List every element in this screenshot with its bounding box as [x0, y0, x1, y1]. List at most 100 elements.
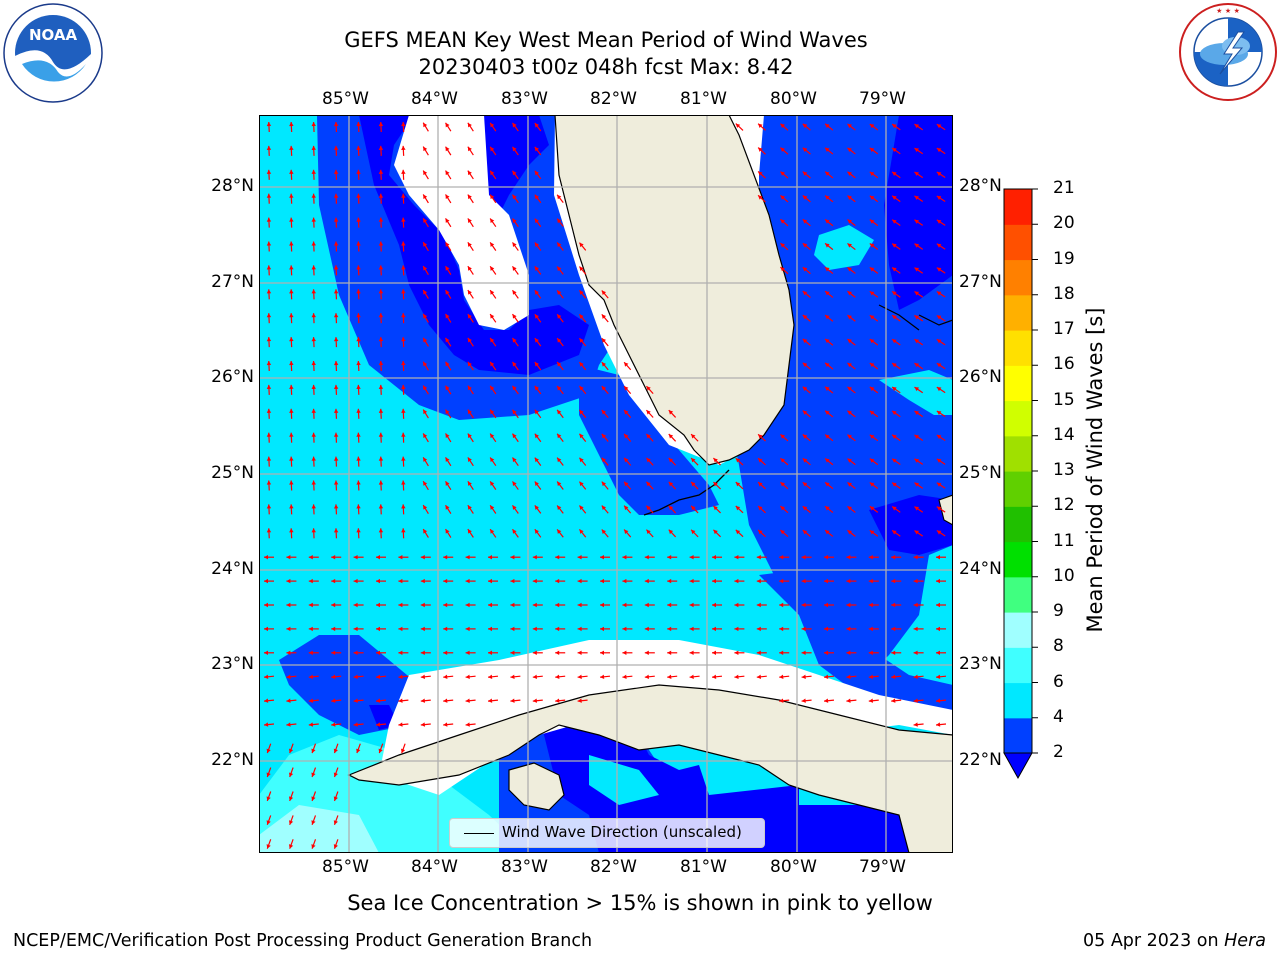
graticule [259, 115, 953, 853]
wave-direction-arrowhead [577, 555, 582, 560]
wave-direction-arrowhead [445, 385, 450, 391]
wave-direction-arrowhead [467, 218, 472, 223]
wave-direction-arrowhead [512, 409, 517, 415]
wave-direction-arrowhead [646, 386, 651, 391]
wave-direction-arrowhead [311, 384, 316, 390]
wave-direction-arrowhead [266, 217, 272, 222]
wave-direction-arrowhead [288, 820, 294, 825]
wave-direction-arrowhead [266, 313, 272, 318]
wave-direction-arrowhead [353, 602, 358, 608]
wave-direction-arrowhead [779, 626, 784, 632]
colorbar-tick-label: 17 [1053, 319, 1075, 339]
footer-producer: NCEP/EMC/Verification Post Processing Pr… [13, 931, 593, 951]
wave-direction-arrowhead [914, 363, 920, 368]
wave-direction-arrowhead [311, 528, 316, 533]
wave-direction-arrowhead [467, 266, 472, 271]
wave-direction-arrowhead [331, 722, 336, 727]
wave-direction-arrowhead [914, 243, 920, 248]
wave-direction-arrowhead [266, 480, 272, 485]
colorbar-tick-label: 18 [1053, 283, 1075, 304]
wave-direction-arrowhead [601, 505, 607, 511]
wave-direction-arrowhead [892, 315, 897, 320]
colorbar-tick-label: 9 [1053, 601, 1064, 621]
wave-direction-arrowhead [289, 456, 294, 461]
wave-direction-arrowhead [891, 674, 896, 679]
wave-direction-arrowhead [756, 650, 761, 655]
wave-direction-arrowhead [913, 555, 918, 560]
wave-direction-arrowhead [445, 242, 450, 247]
wave-direction-arrowhead [624, 505, 629, 511]
wave-direction-arrowhead [356, 748, 361, 754]
wave-direction-arrowhead [869, 530, 875, 535]
wave-direction-arrowhead [936, 363, 942, 368]
wave-direction-arrowhead [445, 337, 450, 343]
wave-direction-arrowhead [488, 674, 493, 679]
wave-direction-arrowhead [824, 578, 828, 584]
wave-direction-arrowhead [869, 315, 875, 320]
wave-direction-arrowhead [532, 698, 538, 703]
wave-direction-arrowhead [286, 578, 291, 584]
wave-direction-arrowhead [333, 313, 339, 318]
wave-direction-arrowhead [512, 481, 517, 486]
noaa-logo: NOAA [3, 3, 103, 103]
lon-label-top: 80°W [770, 89, 817, 109]
wave-direction-arrowhead [286, 626, 291, 632]
wave-direction-arrowhead [264, 674, 269, 679]
wave-direction-arrowhead [420, 578, 425, 584]
wave-direction-arrowhead [622, 578, 627, 584]
map-title-line2: 20230403 t00z 048h fcst Max: 8.42 [418, 55, 794, 79]
wave-direction-arrowhead [802, 410, 808, 415]
wave-direction-arrowhead [801, 698, 806, 703]
wave-direction-arrowhead [289, 217, 294, 222]
wave-direction-arrowhead [892, 243, 897, 248]
wave-direction-arrowhead [825, 410, 830, 415]
wave-direction-arrowhead [445, 266, 450, 271]
wave-direction-arrowhead [825, 506, 830, 511]
wave-direction-arrowhead [266, 145, 272, 151]
wave-direction-arrowhead [378, 241, 384, 246]
wave-direction-arrowhead [286, 722, 291, 727]
wave-direction-arrowhead [825, 315, 830, 320]
wave-direction-arrowhead [555, 555, 560, 560]
wave-direction-arrowhead [579, 266, 584, 272]
wave-direction-arrowhead [825, 362, 830, 368]
wave-direction-arrowhead [266, 361, 272, 366]
wave-direction-arrowhead [333, 528, 339, 533]
wave-direction-arrowhead [311, 337, 316, 342]
wave-direction-arrowhead [289, 193, 294, 198]
lat-label-left: 22°N [211, 750, 254, 770]
wave-direction-arrowhead [490, 242, 495, 247]
wave-direction-arrowhead [735, 529, 741, 535]
wave-direction-arrowhead [914, 171, 920, 177]
wave-direction-arrowhead [914, 219, 920, 224]
wave-direction-arrowhead [557, 314, 562, 319]
wave-direction-arrowhead [936, 555, 940, 560]
colorbar-segment [1004, 647, 1032, 684]
wave-direction-arrowhead [825, 123, 830, 129]
wave-direction-arrowhead [557, 290, 562, 295]
wave-direction-arrowhead [289, 384, 294, 390]
wave-direction-arrowhead [443, 555, 448, 560]
wave-direction-arrowhead [331, 626, 336, 632]
wave-direction-arrowhead [869, 482, 875, 487]
wave-direction-arrowhead [914, 315, 920, 320]
wave-direction-arrowhead [802, 338, 808, 344]
lon-label-top: 81°W [680, 89, 727, 109]
wave-direction-arrowhead [914, 291, 920, 296]
wave-direction-arrowhead [534, 290, 539, 295]
wave-direction-arrowhead [467, 385, 472, 391]
wave-direction-arrowhead [936, 698, 941, 703]
colorbar-segment [1004, 682, 1032, 719]
cuba-land [347, 684, 953, 853]
wave-direction-arrowhead [353, 674, 358, 679]
wave-direction-arrowhead [311, 748, 316, 754]
wave-direction-arrowhead [378, 193, 384, 198]
wave-direction-arrowhead [892, 363, 897, 368]
wave-direction-arrowhead [802, 291, 808, 296]
wave-direction-arrowhead [758, 458, 763, 463]
wave-direction-arrowhead [801, 578, 806, 584]
wave-direction-arrowhead [892, 124, 897, 129]
wave-direction-arrowhead [847, 147, 852, 153]
wave-direction-arrowhead [356, 480, 361, 485]
wave-direction-arrowhead [756, 555, 761, 560]
